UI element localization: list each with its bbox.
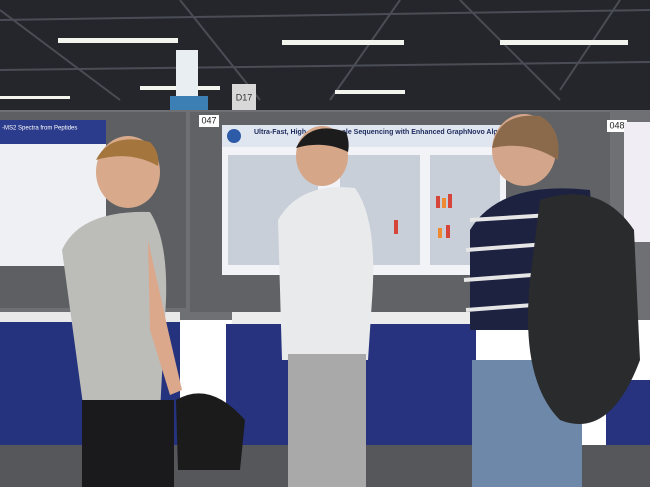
poster-logo [227, 129, 241, 143]
hanging-banner [176, 50, 198, 98]
poster-header [222, 125, 506, 147]
booth-number [199, 115, 219, 127]
bag [176, 393, 245, 470]
booth-number [607, 120, 627, 132]
poster-title: ale Sequencing with Enhanced GraphNovo A… [342, 129, 519, 136]
ceiling [0, 0, 650, 115]
poster-title: -MS2 Spectra from Peptides [2, 126, 77, 132]
ceiling-truss [0, 0, 650, 101]
person-left [62, 136, 182, 487]
poster-header [0, 120, 106, 144]
booth-number-text: 048 [609, 120, 624, 130]
hanging-sign-text: D17 [236, 92, 253, 102]
poster-title: Ultra-Fast, High- [254, 129, 309, 136]
poster [624, 122, 650, 242]
hanging-sign [170, 96, 208, 110]
booth-number-text: 047 [201, 115, 216, 125]
person-right [463, 114, 640, 487]
hanging-sign [232, 84, 256, 110]
poster-figures [394, 194, 452, 238]
person-center [278, 126, 374, 487]
